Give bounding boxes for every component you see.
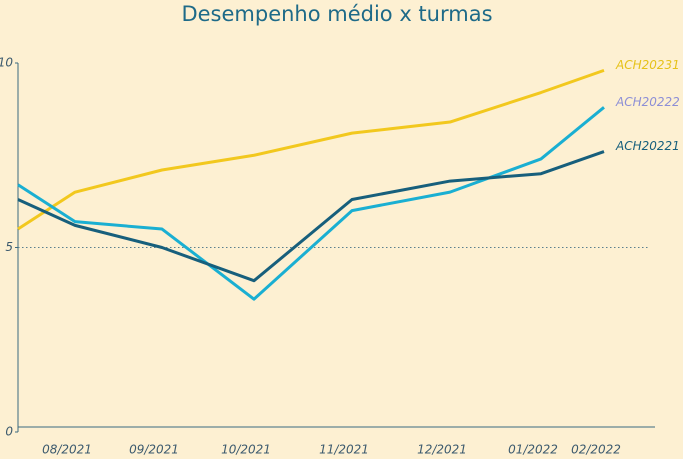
x-tick-label: 10/2021 xyxy=(221,443,271,457)
legend-label: ACH20231 xyxy=(615,58,680,72)
chart-title: Desempenho médio x turmas xyxy=(181,2,492,26)
y-tick-label: 5 xyxy=(5,240,13,254)
x-tick-label: 11/2021 xyxy=(319,443,369,457)
series-line xyxy=(17,150,605,283)
x-tick-label: 01/2022 xyxy=(508,443,558,457)
series-line xyxy=(17,106,605,301)
x-tick-label: 09/2021 xyxy=(129,443,179,457)
y-tick-label: 10 xyxy=(0,56,13,70)
y-tick-label: 0 xyxy=(5,425,13,439)
x-tick-label: 08/2021 xyxy=(42,443,92,457)
x-tick-label: 02/2022 xyxy=(571,443,621,457)
legend-label: ACH20222 xyxy=(615,95,680,109)
series-line xyxy=(17,68,605,231)
x-tick-label: 12/2021 xyxy=(417,443,467,457)
legend-label: ACH20221 xyxy=(615,139,680,153)
